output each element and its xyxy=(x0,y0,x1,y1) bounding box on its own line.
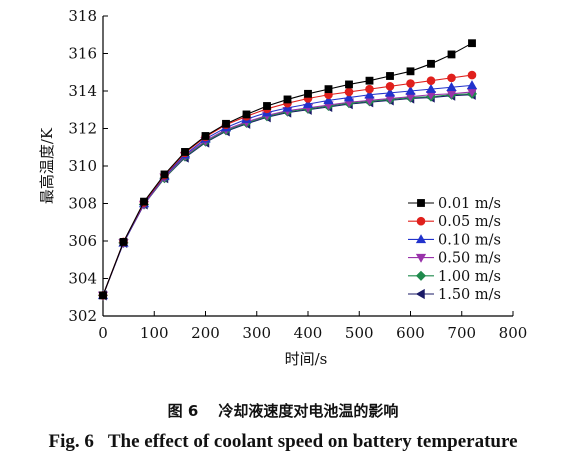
y-tick-label: 302 xyxy=(68,307,97,325)
legend-label: 0.01 m/s xyxy=(438,196,501,212)
figure-caption-text-chinese: 冷却液速度对电池温的影响 xyxy=(218,402,399,420)
series-1-50-m-s xyxy=(97,89,476,301)
data-point xyxy=(384,87,396,97)
legend-entry: 0.05 m/s xyxy=(408,214,501,230)
legend-label: 1.00 m/s xyxy=(438,269,501,285)
legend-marker xyxy=(415,234,427,244)
data-point xyxy=(447,73,456,83)
series-0-01-m-s xyxy=(99,39,476,300)
data-point xyxy=(365,84,374,94)
data-point xyxy=(385,82,395,91)
data-point xyxy=(160,170,169,179)
data-point xyxy=(343,92,355,102)
data-point xyxy=(344,87,354,97)
x-tick-label: 400 xyxy=(294,324,323,342)
series-1-00-m-s xyxy=(97,88,478,301)
axes: 0 100 200 300 400 500 600 700 800 302 304 306 308 310… xyxy=(68,7,527,342)
data-point xyxy=(242,110,251,119)
data-point xyxy=(427,59,435,68)
x-tick-label: 200 xyxy=(191,324,220,342)
data-point xyxy=(406,79,415,88)
series-layer xyxy=(97,39,478,301)
data-point xyxy=(181,148,189,156)
data-point xyxy=(302,98,314,108)
legend-entry: 0.01 m/s xyxy=(408,196,501,212)
data-point xyxy=(263,102,271,110)
x-tick-label: 600 xyxy=(396,324,425,342)
data-point xyxy=(426,76,436,85)
series-line xyxy=(102,93,473,296)
legend-entry: 1.50 m/s xyxy=(408,287,501,303)
legend-label: 0.10 m/s xyxy=(438,232,501,248)
data-point xyxy=(324,85,333,94)
legend-marker xyxy=(415,288,425,300)
data-point xyxy=(405,85,416,95)
series-0-50-m-s xyxy=(97,88,478,301)
data-point xyxy=(304,89,312,98)
legend: 0.01 m/s 0.05 m/s 0.10 m/s 0.50 m/s 1.00 m/s… xyxy=(408,196,501,303)
data-point xyxy=(468,39,476,48)
x-axis-title: 时间/s xyxy=(285,350,328,368)
series-0-05-m-s xyxy=(98,70,477,300)
y-tick-label: 310 xyxy=(68,157,97,175)
x-tick-label: 500 xyxy=(345,324,374,342)
data-point xyxy=(446,82,457,91)
legend-label: 0.05 m/s xyxy=(438,214,501,230)
data-point xyxy=(119,238,128,246)
data-point xyxy=(365,76,374,85)
legend-marker xyxy=(415,253,427,263)
y-axis-title: 最高温度/K xyxy=(38,127,56,204)
figure-number-chinese: 图 6 xyxy=(167,402,199,420)
y-tick-label: 312 xyxy=(68,120,97,138)
data-point xyxy=(467,70,477,80)
data-point xyxy=(406,67,415,76)
data-point xyxy=(283,95,292,104)
x-tick-label: 700 xyxy=(447,324,476,342)
data-point xyxy=(425,83,437,93)
legend-label: 0.50 m/s xyxy=(438,251,501,267)
legend-entry: 0.50 m/s xyxy=(408,251,501,267)
figure-caption-chinese: 图 6 冷却液速度对电池温的影响 xyxy=(0,400,566,421)
x-tick-label: 300 xyxy=(242,324,271,342)
y-tick-label: 306 xyxy=(68,232,97,250)
y-tick-label: 308 xyxy=(68,195,97,213)
legend-marker xyxy=(416,216,426,226)
legend-marker xyxy=(415,270,427,281)
data-point xyxy=(466,80,478,90)
x-tick-label: 0 xyxy=(98,324,108,342)
figure-caption-english: Fig. 6 The effect of coolant speed on bat… xyxy=(0,431,566,453)
x-tick-label: 100 xyxy=(140,324,169,342)
legend-marker xyxy=(417,199,425,207)
data-point xyxy=(222,119,230,128)
y-tick-label: 314 xyxy=(68,82,97,100)
data-point xyxy=(364,89,375,99)
legend-label: 1.50 m/s xyxy=(438,287,501,303)
legend-entry: 1.00 m/s xyxy=(408,269,501,285)
series-line xyxy=(102,94,473,296)
data-point xyxy=(386,72,394,80)
x-tick-label: 800 xyxy=(499,324,528,342)
data-point xyxy=(323,95,334,105)
y-tick-label: 304 xyxy=(68,270,97,288)
data-point xyxy=(345,80,353,89)
data-point xyxy=(140,197,148,206)
chart: 0 100 200 300 400 500 600 700 800 302 304 306 308 310… xyxy=(38,7,527,368)
series-line xyxy=(102,91,473,296)
y-tick-label: 318 xyxy=(68,7,97,25)
data-point xyxy=(99,291,107,300)
legend-entry: 0.10 m/s xyxy=(408,232,501,248)
data-point xyxy=(201,132,210,140)
y-tick-label: 316 xyxy=(68,45,97,63)
data-point xyxy=(447,50,456,59)
figure-number-english: Fig. 6 xyxy=(48,431,94,452)
figure-caption-text-english: The effect of coolant speed on battery t… xyxy=(107,431,518,452)
series-line xyxy=(102,84,473,296)
